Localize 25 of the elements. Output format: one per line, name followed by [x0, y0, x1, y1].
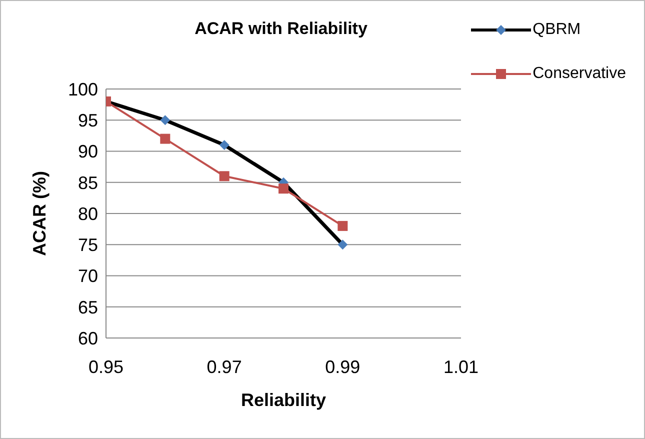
x-tick-label: 0.95: [88, 356, 124, 377]
y-axis-title: ACAR (%): [29, 171, 50, 256]
y-tick-label: 70: [78, 266, 98, 286]
y-tick-label: 75: [78, 235, 98, 256]
point: [278, 184, 288, 194]
point: [160, 115, 170, 126]
x-tick-label: 1.01: [443, 356, 479, 377]
y-tick-label: 85: [78, 172, 98, 193]
x-tick-label: 0.99: [325, 356, 360, 377]
y-tick-label: 60: [78, 328, 98, 348]
y-tick-label: 95: [78, 110, 98, 131]
point: [338, 220, 348, 231]
y-tick-label: 65: [78, 297, 98, 318]
point: [338, 240, 348, 250]
x-tick-label: 0.97: [206, 356, 242, 377]
legend-label: Conservative: [532, 65, 626, 83]
point: [219, 140, 230, 150]
point: [160, 134, 170, 144]
legend-label: QBRM: [532, 21, 581, 39]
y-tick-label: 80: [78, 204, 98, 224]
x-axis-title: Reliability: [240, 390, 326, 410]
chart-title: ACAR with Reliability: [194, 19, 368, 39]
y-tick-label: 100: [68, 79, 98, 100]
point: [219, 171, 230, 182]
y-tick-label: 90: [78, 142, 98, 162]
